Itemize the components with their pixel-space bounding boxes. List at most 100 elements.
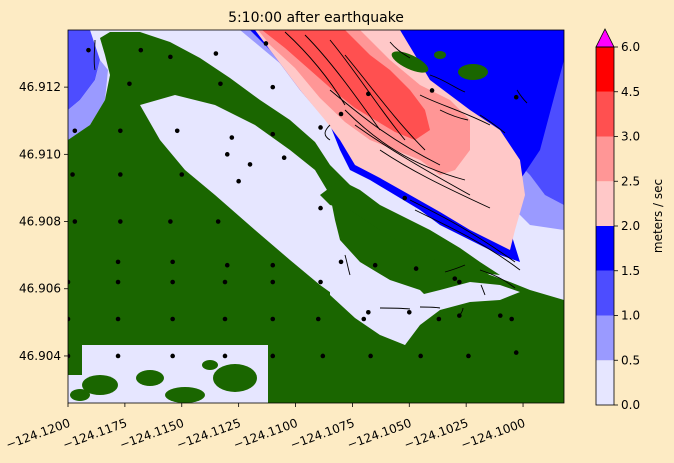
seed-point-60 xyxy=(115,353,121,359)
seed-point-57 xyxy=(436,316,442,322)
y-tick-label-4: 46.912 xyxy=(19,80,61,94)
seed-point-40 xyxy=(115,279,121,285)
x-tick-label-6: −124.1050 xyxy=(345,416,413,452)
colorbar-tick-label-0: 0.0 xyxy=(621,398,640,412)
colorbar-segment-7 xyxy=(596,47,614,92)
colorbar-label: meters / sec xyxy=(651,179,665,253)
x-tick-label-7: −124.1025 xyxy=(402,416,470,452)
seed-point-53 xyxy=(222,316,228,322)
x-tick-label-1: −124.1175 xyxy=(61,416,129,452)
seed-point-24 xyxy=(236,178,241,184)
seed-point-7 xyxy=(270,84,276,90)
seed-point-13 xyxy=(174,128,180,134)
lagoon-water xyxy=(140,95,430,345)
seed-point-11 xyxy=(72,128,78,134)
x-tick-label-3: −124.1125 xyxy=(175,416,243,452)
y-axis: 46.904 46.906 46.908 46.910 46.912 xyxy=(19,80,68,363)
y-tick-label-0: 46.904 xyxy=(19,349,61,363)
seed-point-44 xyxy=(318,279,323,285)
chart-title: 5:10:00 after earthquake xyxy=(228,10,404,26)
x-tick-label-5: −124.1075 xyxy=(288,416,356,452)
seed-point-51 xyxy=(115,316,121,322)
seed-point-55 xyxy=(315,316,321,322)
seed-point-56 xyxy=(361,316,367,322)
seed-point-68 xyxy=(513,350,519,355)
plot-frame xyxy=(67,29,565,404)
seed-point-23 xyxy=(179,172,185,177)
seed-point-46 xyxy=(366,309,371,315)
seed-point-47 xyxy=(406,309,412,315)
seed-point-31 xyxy=(115,259,121,265)
colorbar-segment-6 xyxy=(596,91,614,137)
seed-point-14 xyxy=(229,135,235,140)
colorbar-tick-label-5: 2.5 xyxy=(621,174,640,188)
seed-point-4 xyxy=(263,41,269,46)
seed-point-66 xyxy=(418,353,423,359)
streamline-seed-points xyxy=(68,41,519,359)
x-tick-label-2: −124.1150 xyxy=(118,416,186,452)
colorbar-tick-label-1: 0.5 xyxy=(621,353,640,367)
seed-point-33 xyxy=(224,262,230,268)
y-tick-label-2: 46.908 xyxy=(19,215,61,229)
seed-point-30 xyxy=(402,195,408,201)
seed-point-43 xyxy=(270,279,276,285)
seed-point-37 xyxy=(413,266,419,271)
colorbar-tick-label-3: 1.5 xyxy=(621,264,640,278)
seed-point-16 xyxy=(318,125,323,130)
seed-point-61 xyxy=(170,353,175,359)
land-spit xyxy=(320,180,500,275)
y-tick-label-1: 46.906 xyxy=(19,282,61,296)
seed-point-49 xyxy=(497,313,503,318)
seed-point-10 xyxy=(513,94,519,100)
seed-point-52 xyxy=(170,316,175,322)
x-tick-label-8: −124.1000 xyxy=(459,416,527,452)
lower-lagoon xyxy=(330,265,520,345)
seed-point-62 xyxy=(222,353,228,359)
seed-point-59 xyxy=(68,353,71,359)
colorbar-tick-label-2: 1.0 xyxy=(621,309,640,323)
seed-point-41 xyxy=(170,279,175,285)
seed-point-9 xyxy=(429,88,435,93)
speed-band-3.0 xyxy=(262,30,430,140)
colorbar-segment-1 xyxy=(596,315,614,361)
colorbar-tick-label-6: 3.0 xyxy=(621,130,640,144)
seed-point-36 xyxy=(372,262,378,268)
seed-point-39 xyxy=(68,279,71,285)
colorbar-segment-3 xyxy=(596,226,614,271)
seed-point-45 xyxy=(457,279,462,285)
seed-point-15 xyxy=(270,131,276,137)
seed-point-19 xyxy=(247,162,253,167)
speed-band-left-1.0 xyxy=(68,30,100,110)
seed-point-67 xyxy=(466,353,471,359)
seed-point-42 xyxy=(222,279,228,285)
seed-point-28 xyxy=(215,219,221,224)
seed-point-25 xyxy=(72,219,78,224)
seed-point-54 xyxy=(270,316,276,322)
seed-point-26 xyxy=(118,219,123,224)
x-axis: −124.1200−124.1175−124.1150−124.1125 −124… xyxy=(4,403,527,452)
seed-point-32 xyxy=(170,259,175,265)
x-tick-label-0: −124.1200 xyxy=(4,416,72,452)
colorbar-tick-label-4: 2.0 xyxy=(621,219,640,233)
seed-point-8 xyxy=(366,91,371,97)
colorbar-tick-label-8: 6.0 xyxy=(621,40,640,54)
flow-streamlines xyxy=(93,31,528,316)
colorbar-segment-4 xyxy=(596,181,614,226)
colorbar-segment-2 xyxy=(596,270,614,316)
seed-point-27 xyxy=(168,219,173,224)
seed-point-58 xyxy=(509,316,514,322)
seed-point-50 xyxy=(68,316,71,322)
colorbar-segment-5 xyxy=(596,136,614,182)
offshore-islands xyxy=(391,51,488,80)
colorbar-extend-max xyxy=(595,28,615,48)
lower-left-land-patches xyxy=(68,345,257,403)
seed-point-1 xyxy=(138,47,144,53)
seed-point-35 xyxy=(338,259,344,265)
seed-point-64 xyxy=(320,353,326,359)
seed-point-20 xyxy=(281,155,287,160)
seed-point-3 xyxy=(213,51,219,56)
seed-point-65 xyxy=(368,353,373,359)
seed-point-5 xyxy=(127,81,132,87)
speed-band-left-0.5 xyxy=(68,60,108,140)
